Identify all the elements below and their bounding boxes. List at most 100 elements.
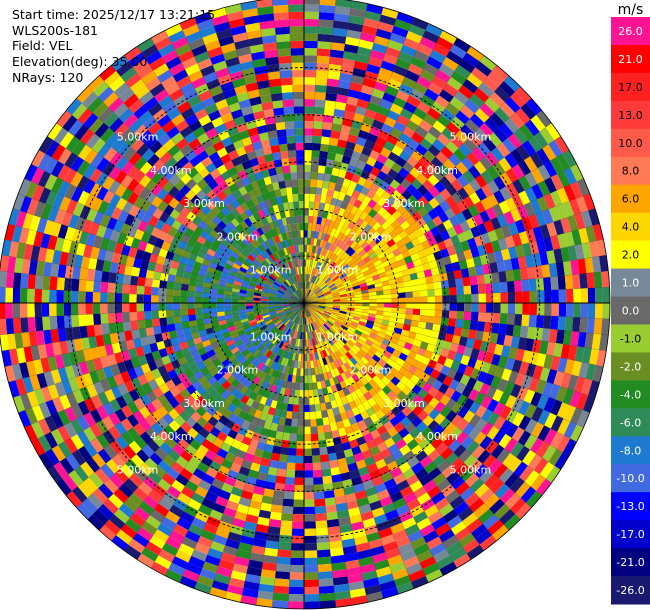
velocity-gate <box>292 307 299 313</box>
velocity-gate <box>324 294 333 298</box>
velocity-gate <box>132 58 150 74</box>
velocity-gate <box>95 172 109 187</box>
velocity-gate <box>511 426 525 442</box>
velocity-gate <box>113 102 129 118</box>
velocity-gate <box>316 320 323 327</box>
velocity-gate <box>383 363 393 372</box>
velocity-gate <box>377 489 390 501</box>
velocity-gate <box>360 32 376 43</box>
velocity-gate <box>428 126 442 139</box>
velocity-gate <box>475 330 484 341</box>
velocity-gate <box>498 200 511 215</box>
velocity-gate <box>202 287 211 294</box>
velocity-gate <box>296 448 304 456</box>
velocity-gate <box>330 286 338 292</box>
velocity-gate <box>451 179 464 192</box>
velocity-gate <box>315 310 323 316</box>
velocity-gate <box>262 259 270 267</box>
velocity-gate <box>528 136 543 153</box>
velocity-gate <box>416 270 426 279</box>
velocity-gate <box>350 0 368 11</box>
velocity-gate <box>442 340 452 351</box>
velocity-gate <box>245 235 254 244</box>
velocity-gate <box>258 244 266 252</box>
velocity-gate <box>147 234 158 246</box>
velocity-gate <box>241 249 250 258</box>
velocity-gate <box>96 405 109 420</box>
velocity-gate <box>265 281 273 287</box>
velocity-gate <box>390 376 401 386</box>
velocity-gate <box>125 339 136 351</box>
velocity-gate <box>82 219 94 234</box>
velocity-gate <box>325 92 338 102</box>
velocity-gate <box>386 134 399 146</box>
velocity-gate <box>143 303 152 312</box>
velocity-gate <box>125 133 140 147</box>
velocity-gate <box>133 487 149 502</box>
velocity-gate <box>139 418 152 432</box>
velocity-gate <box>144 242 155 254</box>
velocity-gate <box>245 257 253 265</box>
velocity-gate <box>347 89 361 99</box>
velocity-gate <box>130 275 139 286</box>
velocity-gate <box>560 217 572 234</box>
velocity-gate <box>313 208 319 217</box>
velocity-gate <box>298 317 301 325</box>
velocity-gate <box>390 127 403 139</box>
velocity-gate <box>489 91 505 108</box>
velocity-gate <box>295 308 300 316</box>
velocity-gate <box>427 208 439 220</box>
velocity-gate <box>504 437 518 453</box>
velocity-gate <box>535 315 545 329</box>
velocity-gate <box>168 397 180 409</box>
velocity-gate <box>485 207 497 220</box>
velocity-gate <box>84 193 97 209</box>
velocity-gate <box>520 103 537 120</box>
velocity-gate <box>367 493 380 504</box>
velocity-gate <box>427 386 439 398</box>
velocity-gate <box>191 101 205 114</box>
velocity-gate <box>455 129 469 144</box>
velocity-gate <box>551 303 559 317</box>
velocity-gate <box>309 293 316 299</box>
velocity-gate <box>533 131 549 149</box>
velocity-gate <box>576 410 590 428</box>
velocity-gate <box>560 247 571 262</box>
velocity-gate <box>311 150 320 159</box>
velocity-gate <box>107 292 115 303</box>
velocity-gate <box>342 279 351 286</box>
velocity-gate <box>43 262 53 277</box>
velocity-gate <box>475 61 492 77</box>
velocity-gate <box>314 92 327 101</box>
velocity-gate <box>92 303 101 315</box>
velocity-gate <box>357 419 367 430</box>
velocity-gate <box>300 353 304 362</box>
velocity-gate <box>240 368 249 377</box>
velocity-gate <box>580 303 589 318</box>
velocity-gate <box>253 486 265 496</box>
velocity-gate <box>445 183 458 196</box>
velocity-gate <box>270 288 278 293</box>
velocity-gate <box>263 285 271 290</box>
velocity-gate <box>216 448 228 459</box>
velocity-gate <box>281 283 288 290</box>
velocity-gate <box>504 117 520 134</box>
velocity-gate <box>432 379 443 391</box>
velocity-gate <box>259 396 268 405</box>
velocity-gate <box>188 37 205 51</box>
velocity-gate <box>333 206 341 215</box>
velocity-gate <box>324 277 332 284</box>
velocity-gate <box>506 280 515 293</box>
velocity-gate <box>61 379 73 395</box>
velocity-gate <box>318 12 335 21</box>
velocity-gate <box>291 307 299 312</box>
velocity-gate <box>253 300 261 303</box>
velocity-gate <box>271 228 278 237</box>
velocity-gate <box>327 251 334 259</box>
velocity-gate <box>253 271 262 278</box>
velocity-gate <box>317 246 322 255</box>
velocity-gate <box>251 261 259 269</box>
velocity-gate <box>543 397 556 413</box>
velocity-gate <box>72 202 85 217</box>
velocity-gate <box>0 303 6 319</box>
